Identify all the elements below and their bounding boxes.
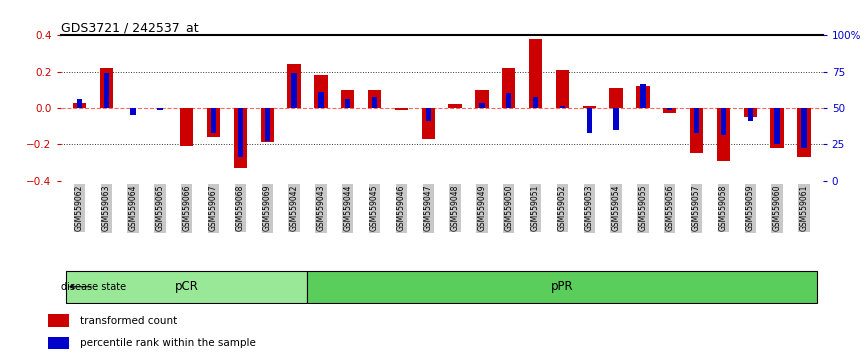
Bar: [341, 90, 354, 108]
FancyBboxPatch shape: [66, 271, 307, 303]
Text: GSM559067: GSM559067: [209, 185, 218, 232]
Bar: [261, 108, 274, 142]
Text: GSM559054: GSM559054: [611, 185, 621, 232]
Text: GSM559064: GSM559064: [128, 185, 138, 232]
Text: GSM559042: GSM559042: [289, 185, 299, 232]
Bar: [211, 108, 216, 133]
Bar: [721, 108, 726, 135]
Text: GSM559045: GSM559045: [370, 185, 379, 232]
Text: GSM559057: GSM559057: [692, 185, 701, 232]
Bar: [798, 108, 811, 157]
Text: GSM559046: GSM559046: [397, 185, 406, 232]
Bar: [610, 88, 623, 108]
Text: GSM559062: GSM559062: [74, 185, 84, 232]
Text: GSM559048: GSM559048: [450, 185, 460, 232]
Bar: [288, 64, 301, 108]
Bar: [694, 108, 699, 133]
Bar: [314, 75, 327, 108]
Bar: [613, 108, 619, 130]
Bar: [744, 108, 757, 117]
Bar: [422, 108, 435, 139]
Bar: [717, 108, 730, 161]
Text: GSM559058: GSM559058: [719, 185, 728, 232]
Text: disease state: disease state: [61, 282, 126, 292]
Text: transformed count: transformed count: [80, 315, 177, 326]
Bar: [372, 97, 378, 108]
Text: GSM559049: GSM559049: [477, 185, 487, 232]
Bar: [502, 68, 515, 108]
Bar: [100, 68, 113, 108]
Bar: [48, 314, 69, 327]
Bar: [556, 70, 569, 108]
Text: GSM559044: GSM559044: [343, 185, 352, 232]
Text: GSM559061: GSM559061: [799, 185, 809, 232]
Bar: [747, 108, 753, 121]
Bar: [291, 74, 297, 108]
Text: GSM559068: GSM559068: [236, 185, 245, 232]
Bar: [48, 337, 69, 349]
Bar: [640, 84, 645, 108]
Bar: [425, 108, 431, 121]
Text: GSM559052: GSM559052: [558, 185, 567, 232]
Text: GSM559065: GSM559065: [155, 185, 165, 232]
Bar: [104, 74, 109, 108]
Bar: [345, 99, 351, 108]
Bar: [180, 108, 193, 146]
Text: GDS3721 / 242537_at: GDS3721 / 242537_at: [61, 21, 198, 34]
Text: pCR: pCR: [175, 280, 198, 293]
Bar: [506, 93, 512, 108]
Text: GSM559056: GSM559056: [665, 185, 675, 232]
Bar: [583, 106, 596, 108]
Bar: [73, 103, 86, 108]
Bar: [586, 108, 592, 133]
Bar: [479, 103, 485, 108]
Text: GSM559043: GSM559043: [316, 185, 326, 232]
Bar: [207, 108, 220, 137]
Text: GSM559055: GSM559055: [638, 185, 648, 232]
Text: GSM559050: GSM559050: [504, 185, 514, 232]
FancyBboxPatch shape: [307, 271, 818, 303]
Bar: [131, 108, 136, 115]
Bar: [264, 108, 270, 141]
Text: GSM559060: GSM559060: [772, 185, 782, 232]
Bar: [533, 97, 539, 108]
Bar: [368, 90, 381, 108]
Bar: [771, 108, 784, 148]
Bar: [475, 90, 488, 108]
Text: GSM559069: GSM559069: [262, 185, 272, 232]
Bar: [637, 86, 650, 108]
Text: GSM559063: GSM559063: [101, 185, 111, 232]
Text: pPR: pPR: [551, 280, 573, 293]
Bar: [559, 106, 565, 108]
Bar: [529, 39, 542, 108]
Bar: [234, 108, 247, 168]
Bar: [801, 108, 806, 148]
Text: percentile rank within the sample: percentile rank within the sample: [80, 338, 255, 348]
Bar: [158, 108, 163, 110]
Text: GSM559053: GSM559053: [585, 185, 594, 232]
Bar: [663, 108, 676, 113]
Text: GSM559066: GSM559066: [182, 185, 191, 232]
Text: GSM559059: GSM559059: [746, 185, 755, 232]
Bar: [449, 104, 462, 108]
Bar: [318, 92, 324, 108]
Bar: [690, 108, 703, 153]
Bar: [774, 108, 779, 144]
Bar: [667, 108, 672, 110]
Text: GSM559047: GSM559047: [423, 185, 433, 232]
Bar: [238, 108, 243, 157]
Bar: [77, 99, 82, 108]
Text: GSM559051: GSM559051: [531, 185, 540, 232]
Bar: [395, 108, 408, 110]
